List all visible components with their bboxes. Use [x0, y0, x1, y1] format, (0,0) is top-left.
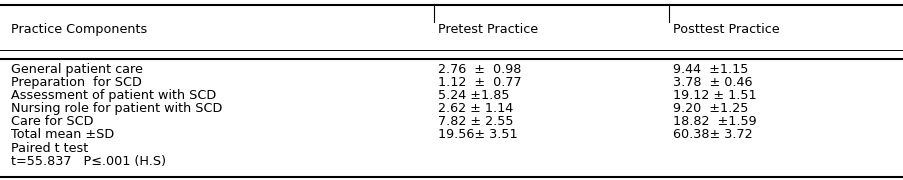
- Text: 1.12  ±  0.77: 1.12 ± 0.77: [438, 76, 522, 89]
- Text: Practice Components: Practice Components: [11, 23, 147, 36]
- Text: 19.56± 3.51: 19.56± 3.51: [438, 129, 517, 141]
- Text: Paired t test: Paired t test: [11, 142, 88, 155]
- Text: 7.82 ± 2.55: 7.82 ± 2.55: [438, 115, 514, 128]
- Text: General patient care: General patient care: [11, 63, 143, 76]
- Text: Care for SCD: Care for SCD: [11, 115, 93, 128]
- Text: Nursing role for patient with SCD: Nursing role for patient with SCD: [11, 102, 222, 115]
- Text: 3.78  ± 0.46: 3.78 ± 0.46: [673, 76, 752, 89]
- Text: 2.76  ±  0.98: 2.76 ± 0.98: [438, 63, 521, 76]
- Text: 9.44  ±1.15: 9.44 ±1.15: [673, 63, 748, 76]
- Text: 5.24 ±1.85: 5.24 ±1.85: [438, 89, 509, 102]
- Text: Pretest Practice: Pretest Practice: [438, 23, 538, 36]
- Text: 2.62 ± 1.14: 2.62 ± 1.14: [438, 102, 513, 115]
- Text: Assessment of patient with SCD: Assessment of patient with SCD: [11, 89, 216, 102]
- Text: 60.38± 3.72: 60.38± 3.72: [673, 129, 752, 141]
- Text: Posttest Practice: Posttest Practice: [673, 23, 779, 36]
- Text: t=55.837   P≤.001 (H.S): t=55.837 P≤.001 (H.S): [11, 155, 165, 168]
- Text: 18.82  ±1.59: 18.82 ±1.59: [673, 115, 757, 128]
- Text: Preparation  for SCD: Preparation for SCD: [11, 76, 142, 89]
- Text: 19.12 ± 1.51: 19.12 ± 1.51: [673, 89, 757, 102]
- Text: 9.20  ±1.25: 9.20 ±1.25: [673, 102, 748, 115]
- Text: Total mean ±SD: Total mean ±SD: [11, 129, 114, 141]
